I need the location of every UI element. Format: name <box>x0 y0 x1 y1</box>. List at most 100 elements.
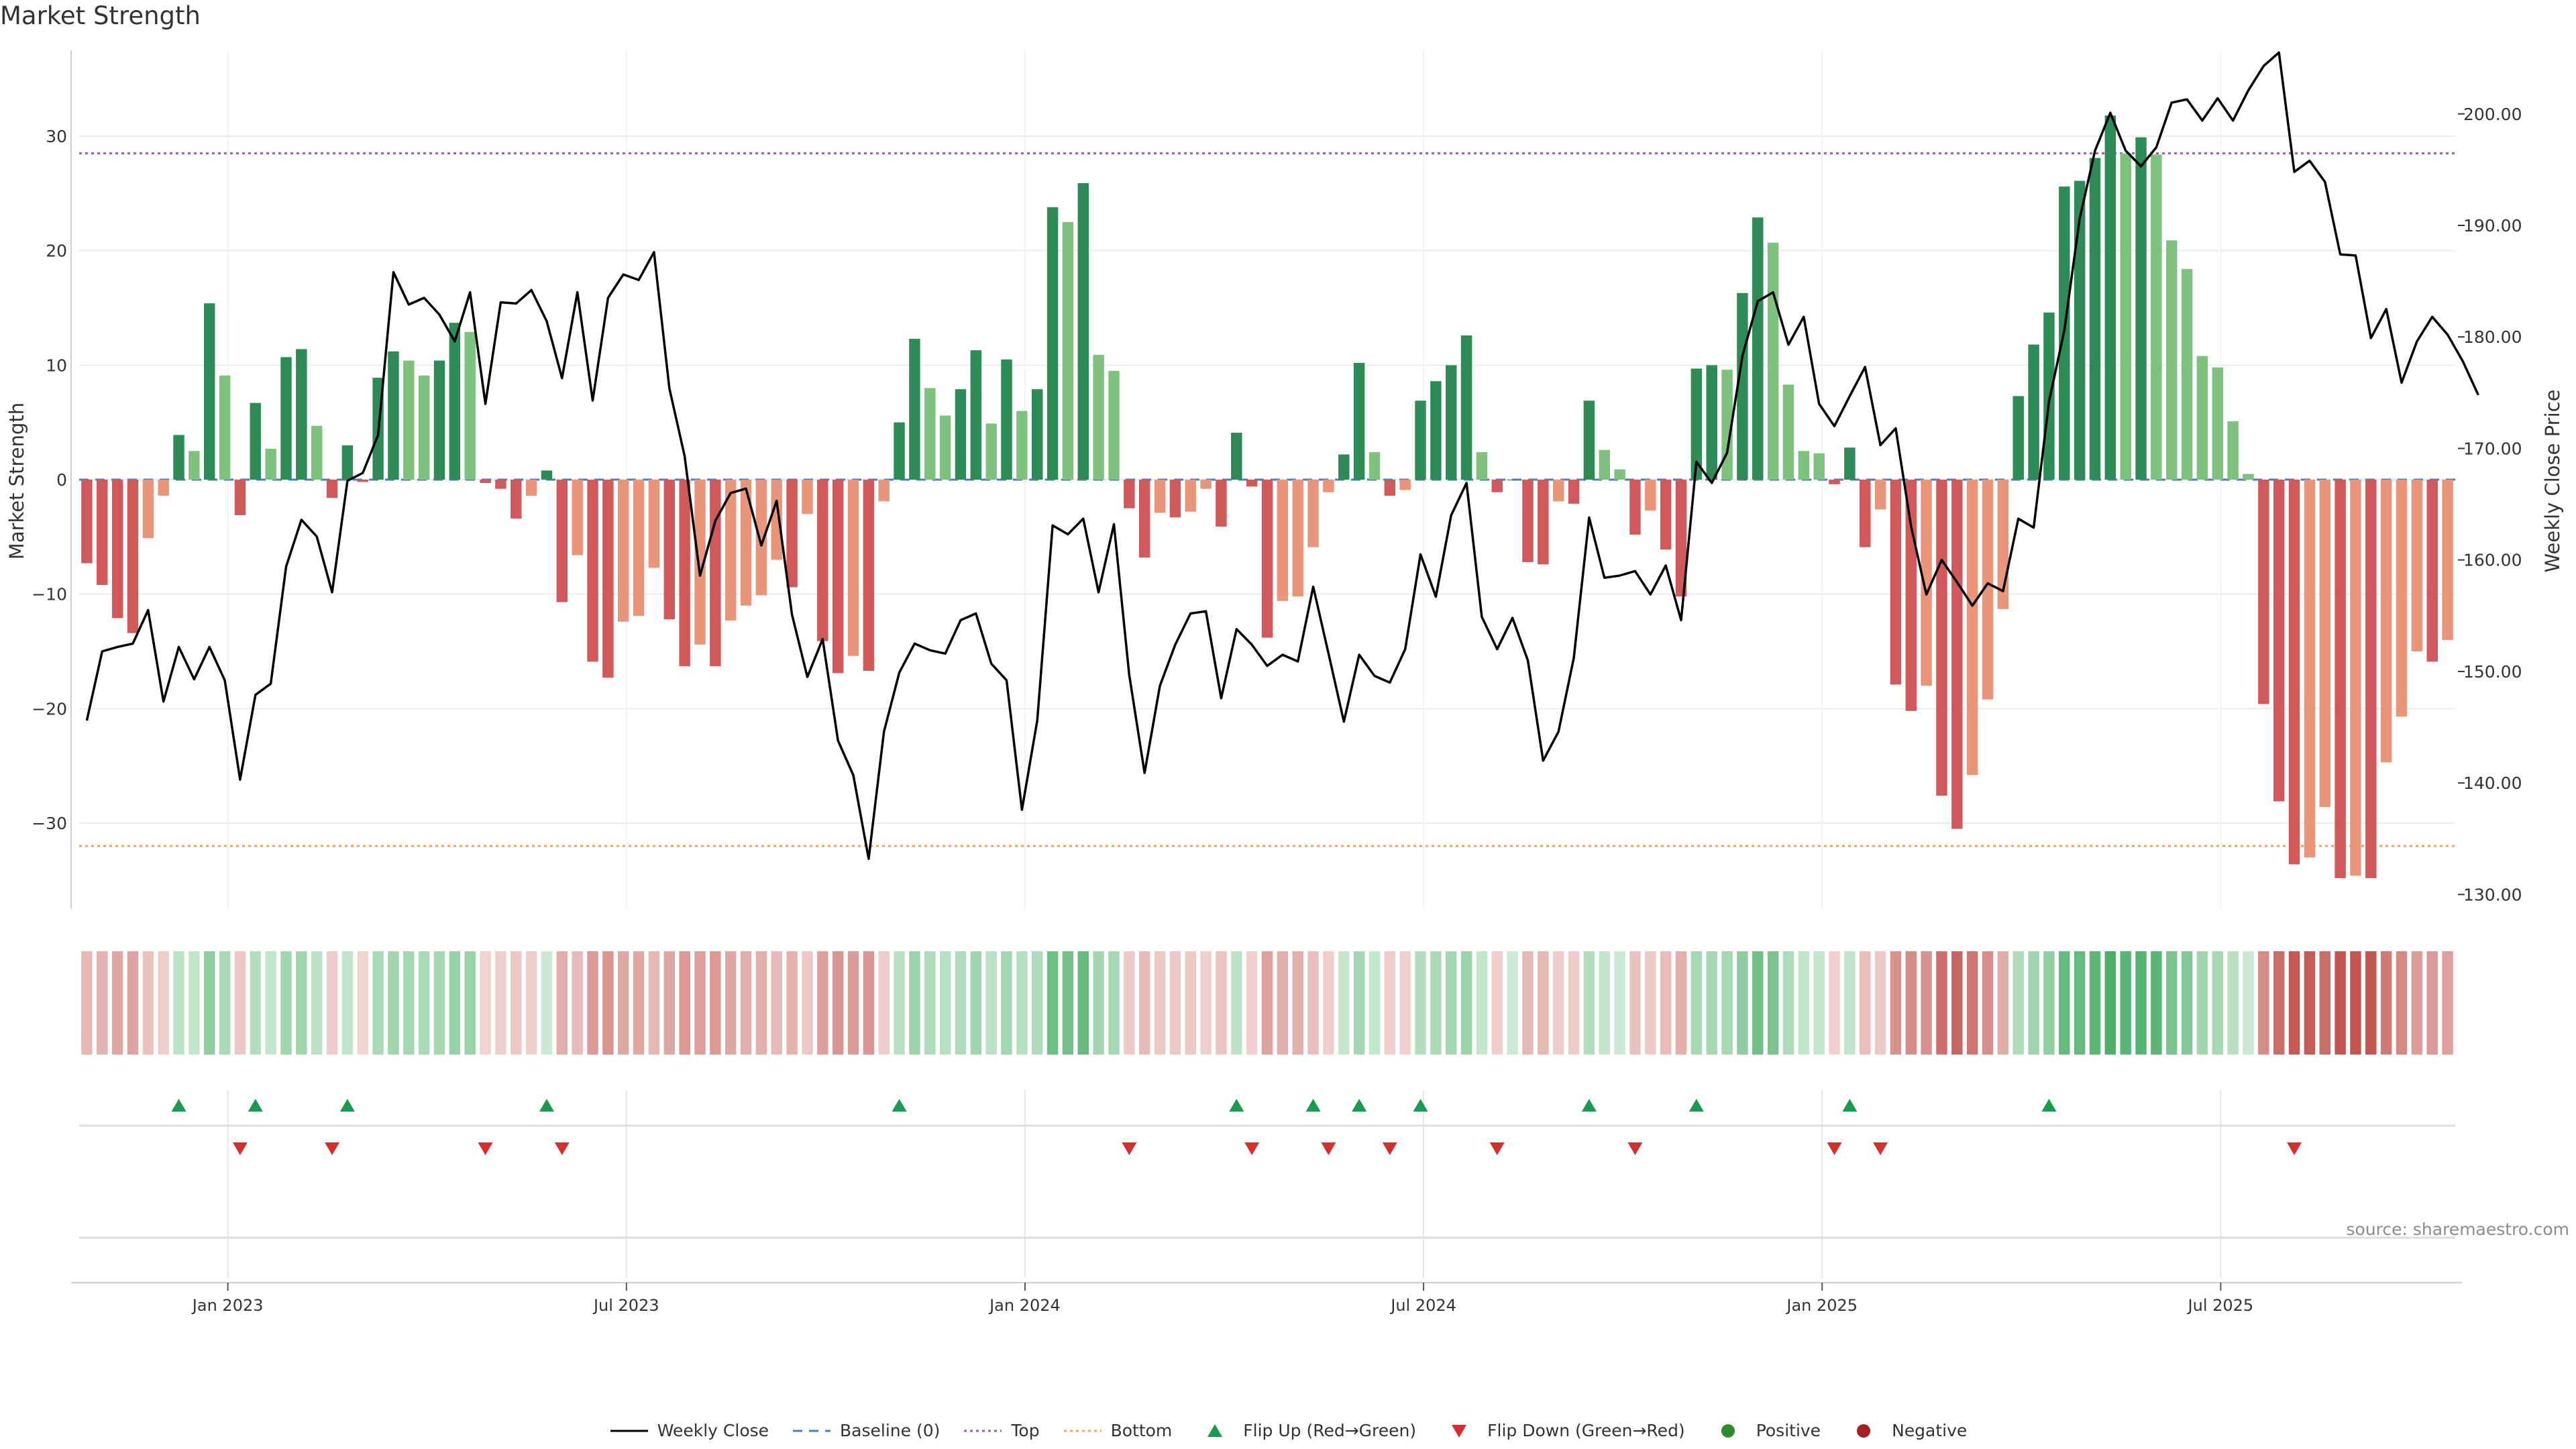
heat-cell <box>802 951 813 1055</box>
heat-cell <box>1338 951 1350 1055</box>
heat-cell <box>280 951 292 1055</box>
heat-cell <box>894 951 905 1055</box>
heat-cell <box>556 951 568 1055</box>
strength-bar <box>755 480 767 596</box>
strength-bar <box>1430 381 1442 480</box>
chart-title: Market Strength <box>0 1 201 30</box>
heat-cell <box>633 951 645 1055</box>
heat-cell <box>1829 951 1840 1055</box>
heat-cell <box>618 951 629 1055</box>
heat-cell <box>755 951 767 1055</box>
flip-up-marker <box>1229 1099 1244 1112</box>
strength-bar <box>1185 480 1196 512</box>
x-tick-label: Jan 2024 <box>988 1296 1061 1315</box>
heat-cell <box>1046 951 1059 1055</box>
strength-bar <box>2426 480 2438 662</box>
strength-bar <box>2304 480 2316 858</box>
heat-cell <box>2334 951 2346 1055</box>
heat-cell <box>111 951 123 1055</box>
strength-bar <box>939 415 951 480</box>
heat-cell <box>648 951 660 1055</box>
flip-down-marker <box>1321 1142 1336 1155</box>
strength-bar <box>1660 480 1672 550</box>
legend-swatch <box>1857 1424 1871 1438</box>
strength-bar <box>1552 480 1564 502</box>
heat-cell <box>311 951 323 1055</box>
right-tick-label: 160.00 <box>2463 551 2522 570</box>
heat-cell <box>863 951 875 1055</box>
flip-up-marker <box>1352 1099 1367 1112</box>
heat-cell <box>1062 951 1074 1055</box>
source-note: source: sharemaestro.com <box>2346 1220 2570 1239</box>
strength-bar <box>2380 480 2392 763</box>
heat-cell <box>817 951 828 1055</box>
heat-cell <box>97 951 108 1055</box>
heat-cell <box>1890 951 1902 1055</box>
right-tick-label: 180.00 <box>2463 327 2522 347</box>
strength-bar <box>2319 480 2330 808</box>
flip-down-marker <box>232 1142 248 1155</box>
strength-bar <box>1108 370 1120 480</box>
heat-cell <box>1859 951 1871 1055</box>
heat-cell <box>480 951 491 1055</box>
heat-cell <box>1905 951 1917 1055</box>
heat-cell <box>1660 951 1672 1055</box>
legend-swatch <box>1721 1424 1735 1438</box>
flip-down-marker <box>325 1142 340 1155</box>
flip-up-marker <box>1581 1099 1597 1112</box>
strength-bar <box>1890 480 1902 685</box>
flip-down-marker <box>2287 1142 2302 1155</box>
flip-up-marker <box>1413 1099 1428 1112</box>
strength-bar <box>2334 480 2346 878</box>
heat-cell <box>1522 951 1534 1055</box>
strength-bar <box>817 480 828 641</box>
heat-cell <box>1552 951 1564 1055</box>
strength-bar <box>2074 180 2086 480</box>
strength-bar <box>2288 480 2300 865</box>
legend-item: Weekly Close <box>609 1421 769 1440</box>
heat-cell <box>1844 951 1856 1055</box>
heat-cell <box>1982 951 1994 1055</box>
strength-bar <box>1445 365 1457 480</box>
right-tick-label: 150.00 <box>2463 662 2522 682</box>
strength-bar <box>847 480 859 656</box>
strength-bar <box>2365 480 2377 878</box>
heat-cell <box>173 951 184 1055</box>
heat-cell <box>1231 951 1242 1055</box>
strength-bar <box>1921 480 1932 686</box>
right-tick-label: 190.00 <box>2463 216 2522 235</box>
strength-bar <box>1307 480 1319 547</box>
strength-bar <box>1200 480 1212 489</box>
strength-bar <box>1138 480 1150 558</box>
strength-bar <box>449 323 461 480</box>
heat-cell <box>1445 951 1457 1055</box>
strength-bar <box>1844 447 1856 480</box>
strength-bar <box>679 480 690 667</box>
strength-bar <box>2227 421 2239 480</box>
strength-bar <box>1169 480 1181 518</box>
heat-cell <box>1384 951 1396 1055</box>
strength-bar <box>1645 480 1656 511</box>
heat-cell <box>495 951 506 1055</box>
heat-cell <box>1261 951 1273 1055</box>
heat-cell <box>832 951 844 1055</box>
strength-bar <box>326 480 338 498</box>
strength-bar <box>1323 480 1334 492</box>
strength-bar <box>2089 158 2101 480</box>
legend-swatch <box>1208 1424 1223 1437</box>
strength-bar <box>618 480 629 622</box>
heat-cell <box>2243 951 2254 1055</box>
strength-bar <box>1721 370 1733 480</box>
heat-cell <box>418 951 430 1055</box>
strength-bar <box>1614 469 1625 480</box>
strength-bar <box>511 480 522 519</box>
weekly-close-line <box>85 51 2479 860</box>
strength-bar <box>878 480 890 502</box>
legend-swatch <box>964 1430 1002 1432</box>
legend-swatch <box>610 1430 648 1432</box>
strength-bar <box>1124 480 1135 508</box>
flip-up-marker <box>339 1099 355 1112</box>
heat-cell <box>1491 951 1503 1055</box>
strength-bar <box>2243 474 2254 480</box>
heat-cell <box>2227 951 2239 1055</box>
